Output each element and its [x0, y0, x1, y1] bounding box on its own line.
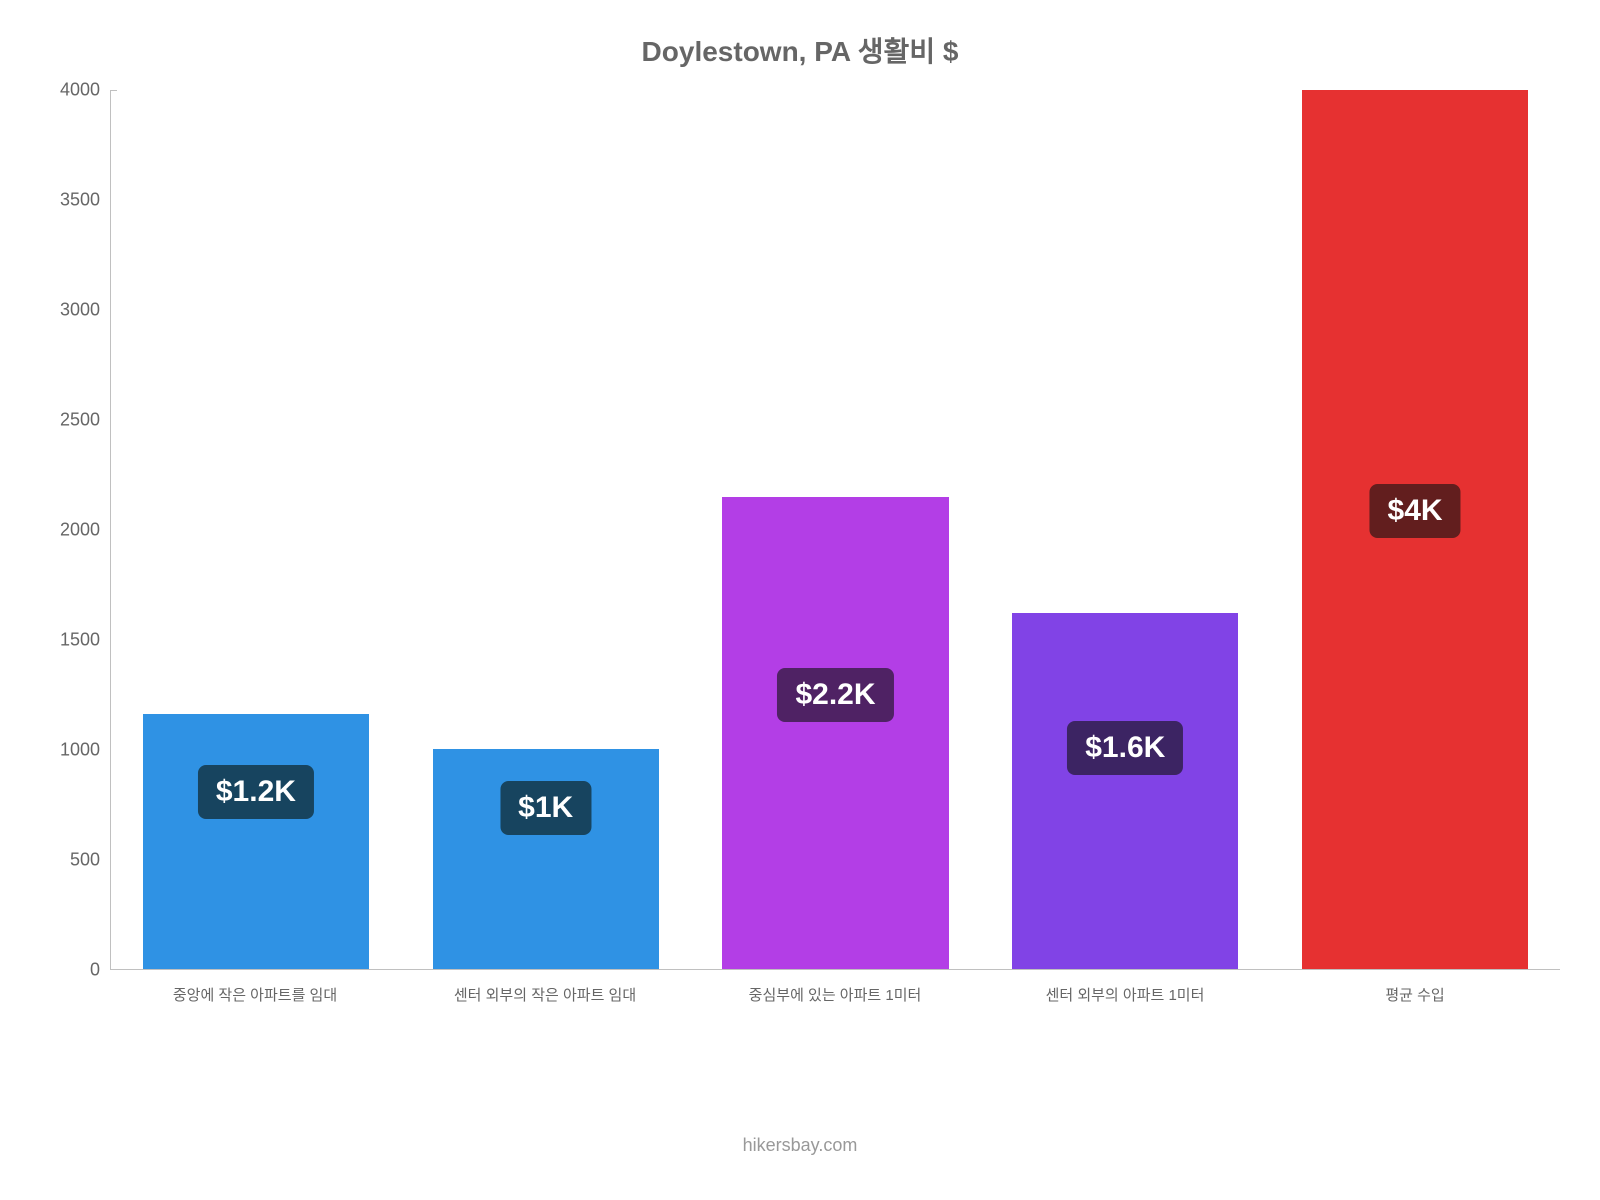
y-tick-label: 4000: [60, 80, 100, 101]
y-tick-label: 1000: [60, 740, 100, 761]
x-category-label: 중앙에 작은 아파트를 임대: [110, 984, 400, 1005]
value-badge: $1K: [500, 781, 591, 835]
cost-of-living-chart: Doylestown, PA 생활비 $ 0 500 1000 1500 2000 250…: [0, 0, 1600, 1200]
bar-slot: $1.6K: [980, 90, 1270, 969]
value-badge: $1.6K: [1067, 721, 1183, 775]
x-axis: 중앙에 작은 아파트를 임대센터 외부의 작은 아파트 임대중심부에 있는 아파…: [110, 984, 1560, 1005]
bar: $1.6K: [1012, 613, 1238, 969]
y-tick-label: 500: [70, 850, 100, 871]
value-badge: $4K: [1370, 484, 1461, 538]
y-tick-label: 3000: [60, 300, 100, 321]
credit-text: hikersbay.com: [40, 1135, 1560, 1156]
x-category-label: 평균 수입: [1270, 984, 1560, 1005]
bar: $1.2K: [143, 714, 369, 969]
y-axis: 05001000150020002500300035004000: [40, 90, 110, 970]
bars-container: $1.2K $1K $2.2K $1.6K $4K: [111, 90, 1560, 969]
bar-slot: $4K: [1270, 90, 1560, 969]
bar: $2.2K: [722, 497, 948, 969]
bar: $4K: [1302, 90, 1528, 969]
plot-area: $1.2K $1K $2.2K $1.6K $4K: [110, 90, 1560, 970]
bar-slot: $1.2K: [111, 90, 401, 969]
y-tick-label: 3500: [60, 190, 100, 211]
plot-row: 05001000150020002500300035004000 $1.2K$1…: [40, 90, 1560, 970]
bar-slot: $1K: [401, 90, 691, 969]
y-tick-label: 0: [90, 960, 100, 981]
bar: $1K: [433, 749, 659, 969]
y-tick-label: 2500: [60, 410, 100, 431]
value-badge: $2.2K: [777, 668, 893, 722]
bar-slot: $2.2K: [691, 90, 981, 969]
x-category-label: 중심부에 있는 아파트 1미터: [690, 984, 980, 1005]
x-category-label: 센터 외부의 아파트 1미터: [980, 984, 1270, 1005]
x-category-label: 센터 외부의 작은 아파트 임대: [400, 984, 690, 1005]
value-badge: $1.2K: [198, 765, 314, 819]
chart-title: Doylestown, PA 생활비 $: [40, 30, 1560, 70]
y-tick-label: 1500: [60, 630, 100, 651]
y-tick-label: 2000: [60, 520, 100, 541]
